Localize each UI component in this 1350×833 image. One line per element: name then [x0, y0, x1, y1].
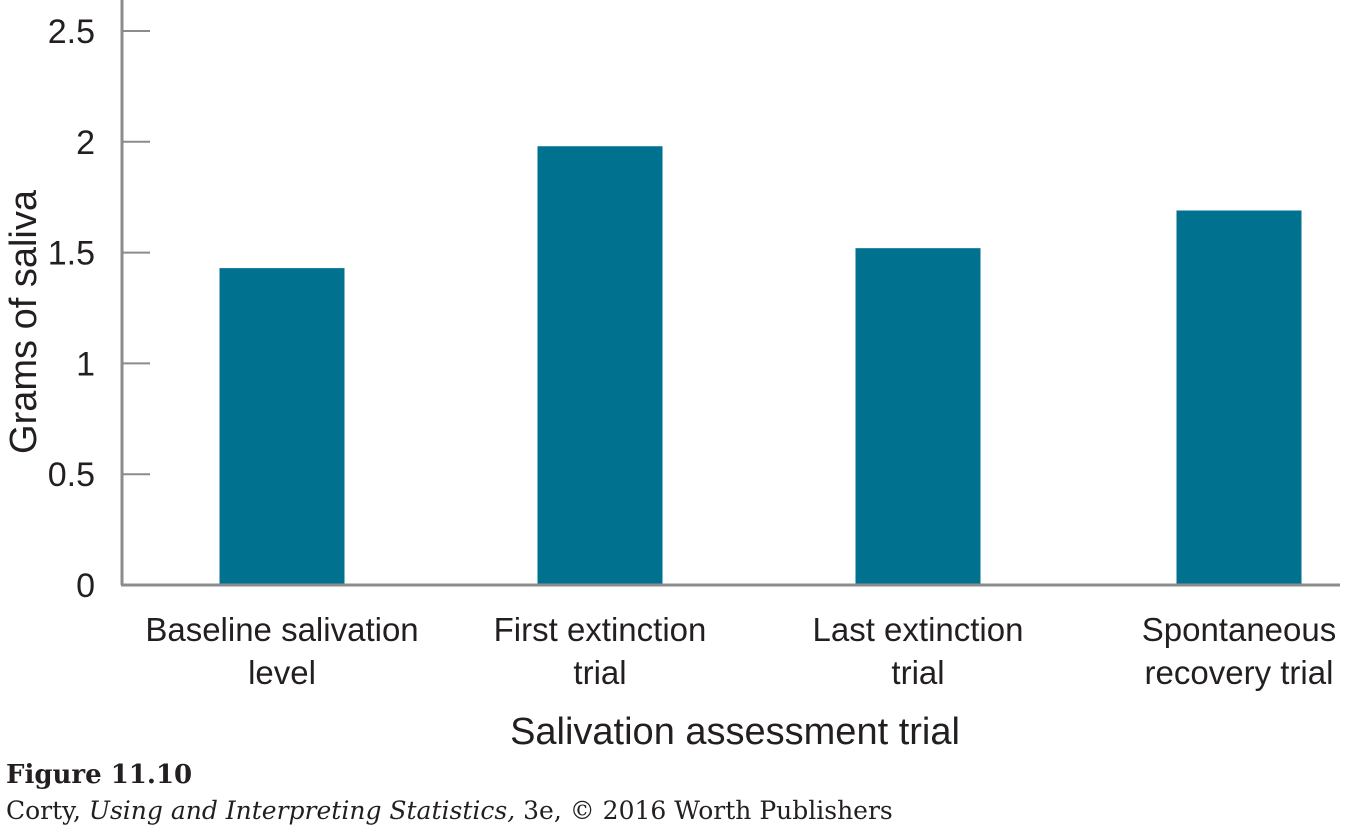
credit-book-title: Using and Interpreting Statistics, [88, 796, 516, 825]
x-tick-label: Spontaneous recovery trial [1142, 611, 1337, 691]
figure-credit: Corty, Using and Interpreting Statistics… [6, 796, 893, 825]
y-tick-label: 0 [76, 567, 95, 605]
y-tick-label: 0.5 [48, 456, 95, 494]
bar [1176, 210, 1302, 584]
bar [855, 248, 981, 584]
y-tick-label: 2.5 [48, 13, 95, 51]
y-tick-label: 2 [76, 124, 95, 162]
x-tick-label: First extinction trial [494, 611, 707, 691]
x-tick-label: Last extinction trial [813, 611, 1024, 691]
x-axis-category-labels: Baseline salivation level First extinction… [145, 611, 1336, 691]
y-axis-title: Grams of saliva [3, 189, 45, 454]
bar-chart: 0 0.5 1 1.5 2 2.5 Baseline salivation level Fir… [3, 0, 1340, 753]
y-tick-label: 1 [76, 345, 95, 383]
y-tick-label: 1.5 [48, 235, 95, 273]
credit-prefix: Corty, [6, 796, 89, 825]
credit-suffix: 3e, © 2016 Worth Publishers [515, 796, 893, 825]
bar [537, 146, 663, 584]
x-tick-label: Baseline salivation level [145, 611, 418, 691]
bars [219, 146, 1302, 584]
figure-label: Figure 11.10 [6, 760, 193, 790]
x-axis-title: Salivation assessment trial [510, 711, 960, 753]
bar [219, 268, 345, 584]
y-axis-ticks: 0 0.5 1 1.5 2 2.5 [48, 13, 150, 605]
